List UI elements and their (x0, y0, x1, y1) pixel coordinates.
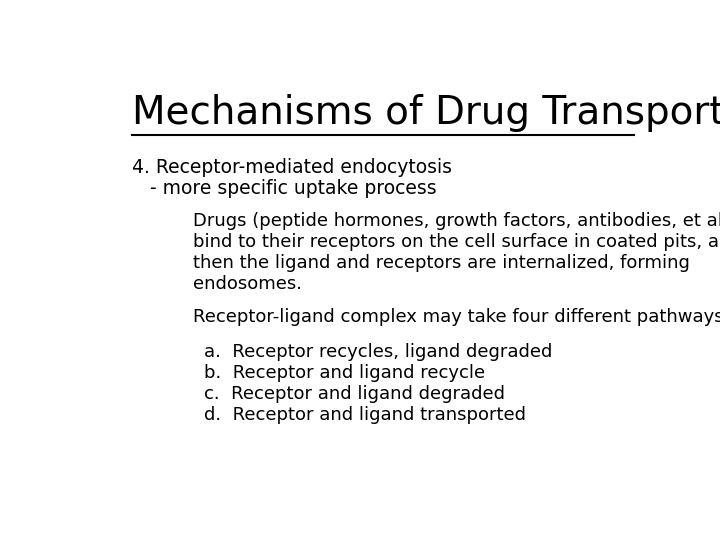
Text: endosomes.: endosomes. (193, 275, 302, 293)
Text: Receptor-ligand complex may take four different pathways:: Receptor-ligand complex may take four di… (193, 308, 720, 326)
Text: - more specific uptake process: - more specific uptake process (132, 179, 436, 198)
Text: Mechanisms of Drug Transport: Mechanisms of Drug Transport (132, 94, 720, 132)
Text: then the ligand and receptors are internalized, forming: then the ligand and receptors are intern… (193, 254, 690, 272)
Text: c.  Receptor and ligand degraded: c. Receptor and ligand degraded (204, 385, 505, 403)
Text: a.  Receptor recycles, ligand degraded: a. Receptor recycles, ligand degraded (204, 343, 553, 361)
Text: b.  Receptor and ligand recycle: b. Receptor and ligand recycle (204, 364, 485, 382)
Text: 4. Receptor-mediated endocytosis: 4. Receptor-mediated endocytosis (132, 158, 452, 177)
Text: bind to their receptors on the cell surface in coated pits, and: bind to their receptors on the cell surf… (193, 233, 720, 251)
Text: Drugs (peptide hormones, growth factors, antibodies, et al.): Drugs (peptide hormones, growth factors,… (193, 212, 720, 231)
Text: d.  Receptor and ligand transported: d. Receptor and ligand transported (204, 406, 526, 424)
